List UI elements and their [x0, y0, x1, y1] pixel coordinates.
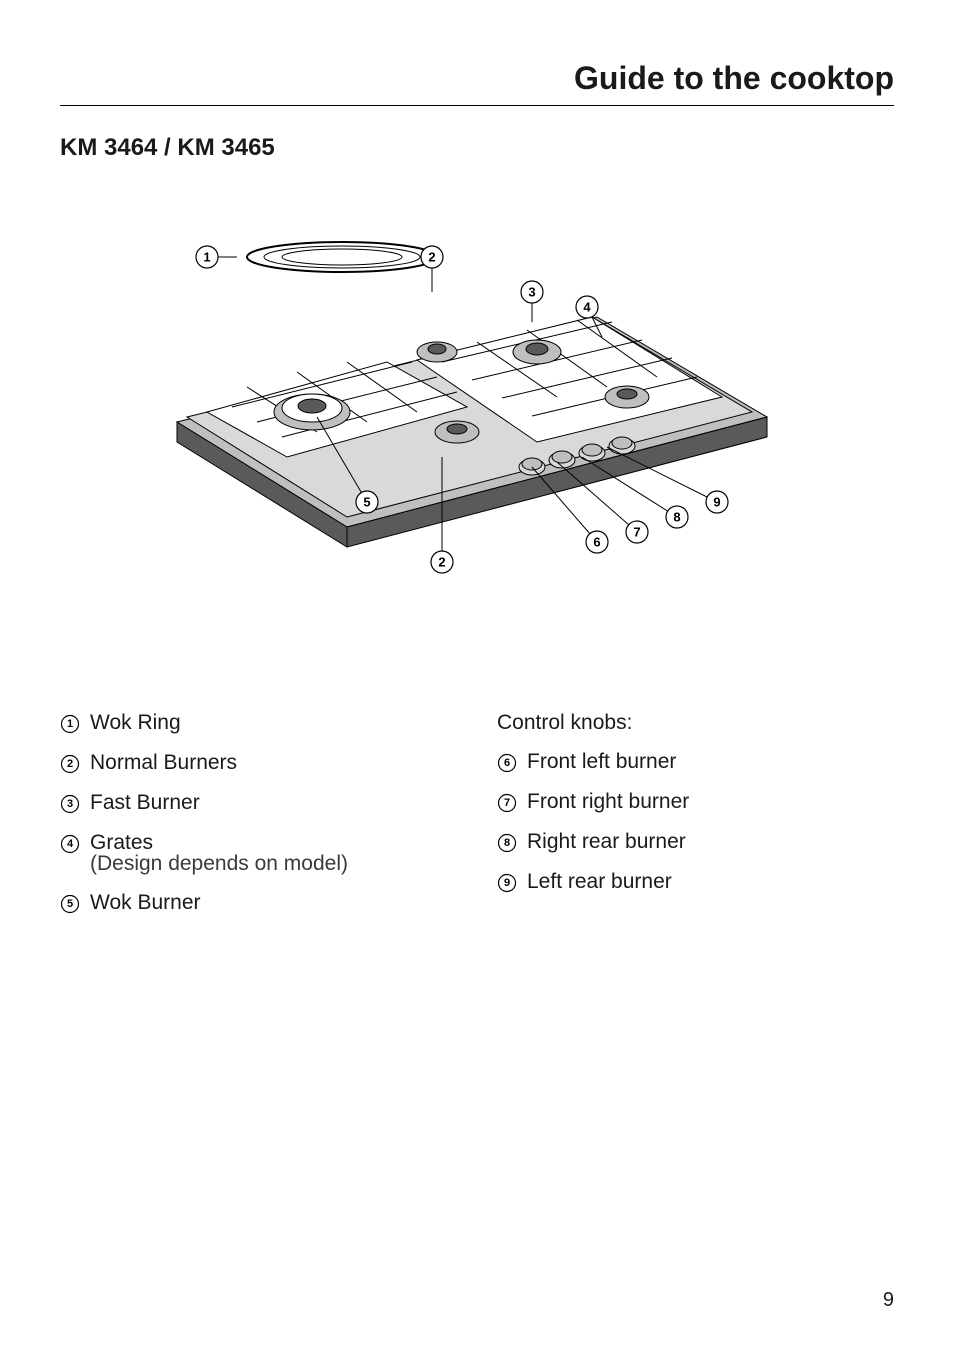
legend-label-text: Normal Burners [90, 751, 237, 774]
normal-burner-rear-icon [417, 342, 457, 362]
callout-number: 2 [438, 555, 445, 570]
legend-item: 5 Wok Burner [60, 892, 457, 914]
legend-label: Left rear burner [527, 871, 894, 892]
svg-text:3: 3 [67, 798, 73, 810]
legend-label: Right rear burner [527, 831, 894, 852]
legend-number-icon: 8 [497, 833, 521, 853]
legend-number-icon: 1 [60, 714, 84, 734]
fast-burner-icon [513, 340, 561, 364]
legend-right-column: Control knobs: 6 Front left burner 7 Front r… [497, 712, 894, 932]
model-subhead: KM 3464 / KM 3465 [60, 134, 894, 162]
page: Guide to the cooktop KM 3464 / KM 3465 [0, 0, 954, 1352]
legend-label: Wok Burner [90, 892, 457, 913]
svg-text:7: 7 [504, 797, 510, 809]
svg-text:8: 8 [504, 837, 510, 849]
wok-burner-icon [274, 394, 350, 430]
callout-number: 6 [593, 535, 600, 550]
legend-label: Normal Burners [90, 752, 457, 773]
legend-number-icon: 6 [497, 753, 521, 773]
legend-label-text: Wok Ring [90, 711, 181, 734]
legend-number-icon: 7 [497, 793, 521, 813]
callout-number: 3 [528, 285, 535, 300]
callout-number: 1 [203, 250, 210, 265]
svg-text:9: 9 [504, 877, 510, 889]
legend-label: Wok Ring [90, 712, 457, 733]
callout-number: 4 [583, 300, 591, 315]
svg-text:6: 6 [504, 757, 510, 769]
legend-label: Grates(Design depends on model) [90, 832, 457, 874]
legend-label-text: Wok Burner [90, 891, 201, 914]
svg-text:2: 2 [67, 758, 73, 770]
normal-burner-front-icon [435, 421, 479, 443]
legend-item: 7 Front right burner [497, 791, 894, 813]
legend-label: Front left burner [527, 751, 894, 772]
svg-text:5: 5 [67, 898, 73, 910]
page-number: 9 [883, 1289, 894, 1312]
control-knobs-title: Control knobs: [497, 712, 894, 733]
wok-ring-icon [247, 242, 437, 272]
legend-item: 3 Fast Burner [60, 792, 457, 814]
legend-item: 2 Normal Burners [60, 752, 457, 774]
legend-label-text: Fast Burner [90, 791, 200, 814]
cooktop-diagram: 1 2 3 4 5 2 6 7 8 9 [137, 222, 817, 602]
legend-left-column: 1 Wok Ring 2 Normal Burners 3 Fast Burner 4 Gra… [60, 712, 457, 932]
legend-item: 6 Front left burner [497, 751, 894, 773]
legend-label: Front right burner [527, 791, 894, 812]
diagram-container: 1 2 3 4 5 2 6 7 8 9 [60, 222, 894, 602]
legend-label: Fast Burner [90, 792, 457, 813]
legend-number-icon: 9 [497, 873, 521, 893]
legend-label-text: Grates [90, 831, 153, 854]
legend-item: 8 Right rear burner [497, 831, 894, 853]
legend-number-icon: 5 [60, 894, 84, 914]
legend-item: 9 Left rear burner [497, 871, 894, 893]
legend-sublabel: (Design depends on model) [90, 852, 348, 875]
burner-right-front-icon [605, 386, 649, 408]
svg-text:4: 4 [67, 838, 74, 850]
callout-number: 2 [428, 250, 435, 265]
page-title: Guide to the cooktop [60, 60, 894, 106]
legend-item: 4 Grates(Design depends on model) [60, 832, 457, 874]
callout-number: 5 [363, 495, 370, 510]
callout-number: 7 [633, 525, 640, 540]
callout-number: 8 [673, 510, 680, 525]
svg-text:1: 1 [67, 718, 73, 730]
legend-number-icon: 3 [60, 794, 84, 814]
callout-number: 9 [713, 495, 720, 510]
legend: 1 Wok Ring 2 Normal Burners 3 Fast Burner 4 Gra… [60, 712, 894, 932]
legend-item: 1 Wok Ring [60, 712, 457, 734]
legend-number-icon: 2 [60, 754, 84, 774]
legend-number-icon: 4 [60, 834, 84, 854]
